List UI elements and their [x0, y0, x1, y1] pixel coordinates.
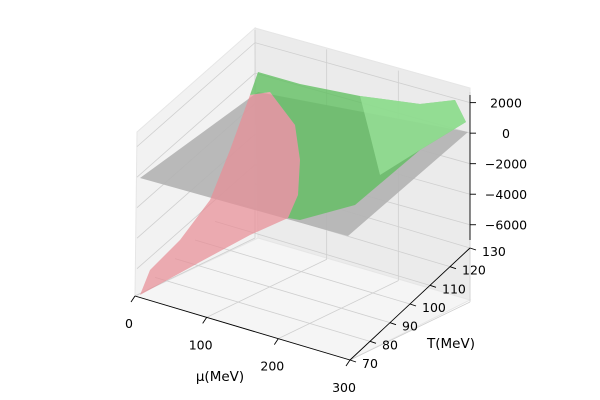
y-tick-mark [369, 340, 377, 344]
y-ticks: 70 80 90 100 110 120 130 [349, 244, 506, 371]
x-tick-label: 0 [125, 316, 133, 331]
x-tick-mark [202, 317, 208, 324]
y-tick-mark [349, 359, 357, 363]
x-axis-label: μ(MeV) [196, 369, 244, 385]
x-tick-label: 300 [332, 380, 356, 395]
y-axis-label: T(MeV) [426, 336, 475, 352]
x-tick-mark [130, 295, 136, 303]
x-tick-label: 100 [189, 337, 213, 352]
x-grid-line [206, 258, 327, 318]
x-grid-line [349, 301, 471, 361]
y-tick-label: 120 [462, 263, 486, 278]
y-tick-mark [469, 247, 477, 251]
y-tick-label: 130 [482, 244, 506, 259]
z-tick-label: −4000 [485, 187, 527, 202]
z-tick-label: −2000 [485, 157, 527, 172]
x-tick-mark [345, 359, 351, 367]
x-tick-label: 200 [260, 359, 284, 374]
y-tick-mark [429, 284, 437, 288]
y-tick-mark [449, 266, 457, 270]
z-tick-label: 2000 [490, 96, 522, 111]
y-grid-line [194, 239, 411, 305]
x-grid-line [278, 280, 399, 340]
x-axis-line [134, 295, 351, 361]
x-ticks: 0 100 200 300 [125, 295, 356, 395]
z-grid-line [136, 42, 471, 147]
y-tick-label: 70 [362, 356, 378, 371]
surfaces [140, 72, 468, 295]
z-tick-label: 0 [502, 126, 510, 141]
y-tick-label: 80 [382, 337, 398, 352]
y-tick-mark [389, 322, 397, 326]
z-tick-label: −6000 [485, 218, 527, 233]
x-tick-mark [273, 338, 279, 345]
y-tick-mark [409, 303, 417, 307]
z-ticks: −6000 −4000 −2000 0 2000 [470, 96, 527, 233]
y-grid-line [154, 276, 371, 342]
y-tick-label: 100 [422, 300, 446, 315]
red-surface [140, 92, 300, 295]
y-grid-line [174, 258, 391, 324]
y-tick-label: 90 [402, 319, 418, 334]
green-surface-light [360, 96, 466, 175]
y-tick-label: 110 [442, 281, 466, 296]
